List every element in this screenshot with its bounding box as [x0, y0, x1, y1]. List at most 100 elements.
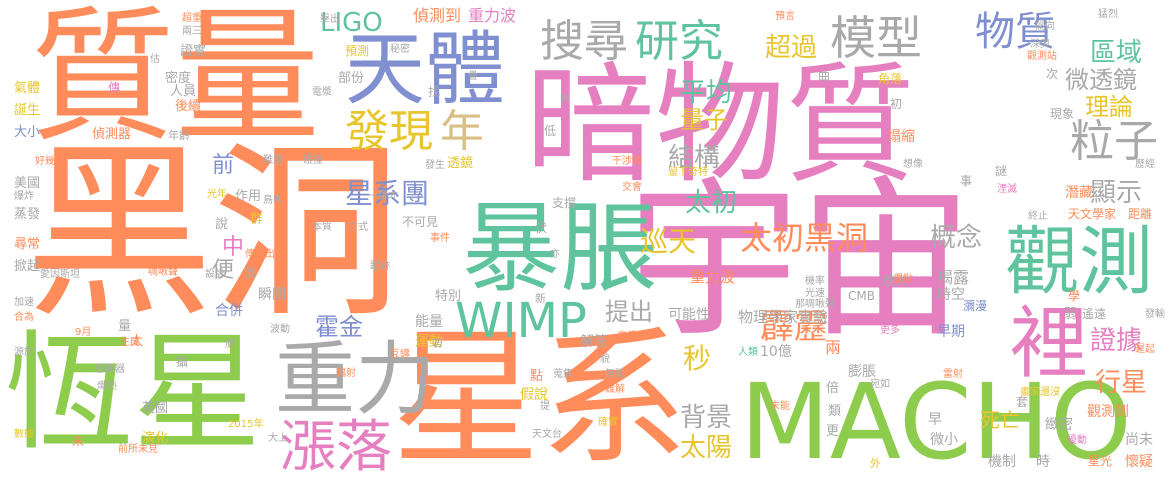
word-prophecy: 預言: [775, 11, 795, 22]
word-station: 觀測站: [1027, 51, 1057, 62]
word-structure: 結構: [668, 143, 721, 173]
word-entangle: 互纏: [390, 349, 410, 360]
word-starlight: 星光: [1088, 454, 1113, 468]
word-macho: MACHO: [740, 361, 1132, 482]
word-early: 早期: [937, 324, 965, 340]
word-accelerate: 加速: [14, 297, 34, 308]
word-data: 數據: [14, 429, 34, 440]
word-if: 若: [432, 339, 442, 350]
word-special: 特別: [435, 289, 462, 304]
word-profound: 深奧: [1030, 39, 1050, 50]
word-support: 支撐: [552, 196, 577, 210]
word-more-more: 更多: [880, 325, 900, 336]
word-leave: 留下: [668, 167, 688, 178]
word-capture: 攝: [176, 355, 189, 369]
word-occur: 發生: [425, 160, 445, 171]
word-possibility: 可能性: [668, 307, 710, 323]
word-model: 模型: [830, 11, 922, 65]
word-light-year: 光年: [207, 189, 227, 200]
word-physicist: 物理學家: [738, 308, 799, 326]
word-imagine: 想像: [903, 159, 923, 170]
word-next: 次: [1046, 67, 1059, 81]
word-expansion: 膨脹: [848, 364, 876, 380]
word-predict: 預測: [345, 44, 370, 58]
word-reveal: 揭露: [937, 268, 970, 287]
word-follow-up: 後續: [175, 99, 202, 114]
word-combine: 合為: [14, 312, 34, 323]
word-fierce: 猛烈: [1098, 9, 1118, 20]
word-times: 倍: [826, 381, 840, 396]
word-collision: 碰撞: [303, 155, 323, 166]
word-set: 套: [1016, 395, 1029, 409]
word-several: 好幾: [35, 156, 55, 167]
word-terminate: 終止: [1028, 211, 1048, 222]
word-estimate: 估: [150, 54, 160, 65]
word-discovery: 發現: [345, 106, 433, 157]
word-problem: 難題: [263, 155, 283, 166]
word-nature: 本質: [312, 222, 332, 233]
word-intersect: 交會: [622, 182, 642, 193]
word-then: 便: [212, 258, 235, 283]
word-gas: 氣體: [14, 81, 41, 96]
word-concept: 概念: [930, 223, 983, 253]
word-riddle: 謎: [995, 164, 1008, 178]
word-weak: 弱: [1064, 307, 1078, 322]
word-invisible: 不可見: [402, 215, 439, 229]
word-personnel: 人員: [170, 84, 197, 99]
word-transmission: 發輸: [1145, 309, 1165, 320]
word-that-chirp: 那啁啾聲: [795, 299, 835, 310]
word-collect: 蒐集: [553, 369, 573, 380]
word-mechanism: 機制: [988, 454, 1016, 470]
word-theory: 理論: [1085, 93, 1133, 121]
word-unprecedented: 前所未見: [118, 444, 158, 455]
word-event: 事件: [430, 233, 450, 244]
word-instant: 瞬間: [258, 287, 286, 303]
word-portion: 部份: [338, 71, 365, 86]
word-effect: 作用: [235, 189, 262, 204]
word-evaporate: 蒸發: [14, 207, 41, 222]
word-wimp: WIMP: [455, 293, 587, 349]
word-second: 秒: [683, 342, 712, 375]
word-star: 恆星: [5, 319, 262, 468]
word-lens: 透鏡: [447, 156, 474, 171]
word-plasma: 電漿: [312, 87, 332, 98]
word-spread-out: 傳歌出去: [245, 249, 285, 260]
word-hidden: 潛藏: [1065, 185, 1093, 201]
word-hypothesis: 假說: [520, 387, 548, 403]
word-suspect: 懷疑: [1125, 454, 1153, 470]
word-collapse: 塌縮: [887, 129, 915, 145]
word-generate: 生成: [120, 337, 140, 348]
word-early-short: 早: [928, 412, 942, 428]
word-before: 前: [212, 153, 235, 178]
word-survey: 巡天: [640, 225, 697, 258]
word-point: 點: [530, 369, 544, 384]
word-microlensing: 微透鏡: [1065, 66, 1137, 94]
word-particle: 粒子: [1070, 116, 1158, 167]
word-universe: 宇宙: [628, 160, 972, 361]
word-research: 研究: [635, 16, 723, 67]
word-answer: 解答: [580, 334, 608, 350]
word-matter-thing: 事: [960, 174, 973, 188]
word-search: 搜尋: [540, 16, 628, 67]
word-experiment: 實驗: [798, 308, 829, 326]
word-cmb: CMB: [848, 289, 875, 303]
word-phenomenon: 現象: [1050, 107, 1075, 121]
word-energy: 能量: [415, 314, 443, 330]
word-propose: 提出: [605, 298, 653, 326]
word-astronomer: 天文學家: [1068, 207, 1117, 221]
word-ligo: LIGO: [320, 8, 383, 38]
word-interferometer: 干涉儀: [612, 156, 642, 167]
word-design: 設計: [205, 269, 225, 280]
word-chirp: 啁啾聲: [148, 267, 178, 278]
word-background: 背景: [680, 403, 733, 433]
word-find: 找: [428, 85, 441, 99]
word-annihilate: 湮滅: [997, 184, 1017, 195]
word-undergo: 歷經: [1135, 159, 1155, 170]
word-group: 群: [250, 212, 264, 227]
word-originate: 源於: [14, 347, 34, 358]
word-strike-out: 擊出: [320, 14, 340, 25]
word-swing: 擺向: [1035, 21, 1055, 32]
word-explosion: 爆炸: [14, 191, 34, 202]
word-motion: 運動: [415, 334, 443, 350]
word-tiny: 微小: [930, 432, 958, 448]
